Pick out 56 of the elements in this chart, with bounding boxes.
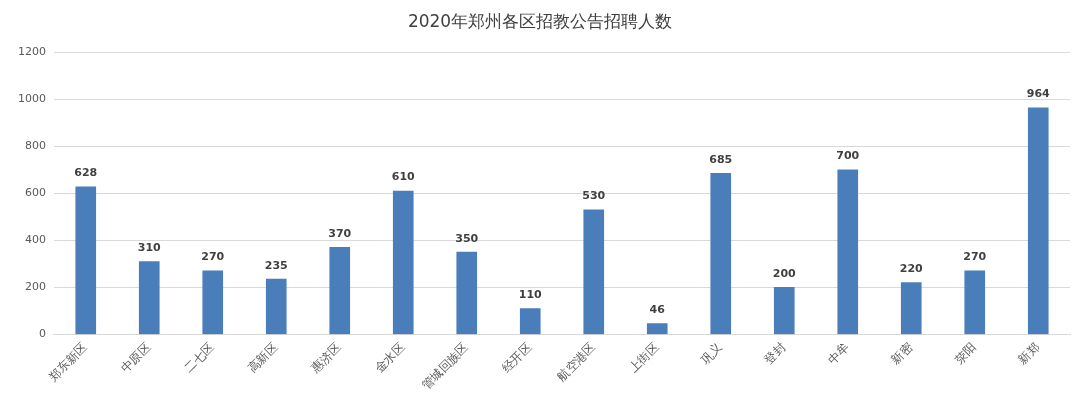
- bar: [1027, 107, 1049, 335]
- x-tick-label: 管城回族区: [418, 339, 472, 393]
- bar: [456, 251, 478, 335]
- data-label: 964: [1026, 87, 1051, 101]
- bar: [837, 169, 859, 335]
- data-label: 110: [518, 287, 543, 301]
- y-tick-label: 200: [24, 280, 46, 294]
- x-tick-label: 惠济区: [308, 339, 345, 376]
- bar: [900, 282, 922, 335]
- x-tick-label: 郑东新区: [46, 339, 91, 384]
- bar: [646, 323, 668, 335]
- data-label: 628: [74, 166, 98, 180]
- data-label: 350: [455, 231, 479, 245]
- data-label: 685: [709, 152, 733, 166]
- data-label: 235: [264, 258, 288, 272]
- y-tick-label: 800: [24, 139, 46, 153]
- data-label: 220: [899, 262, 924, 276]
- x-tick-label: 新密: [888, 339, 916, 367]
- x-tick-label: 巩义: [698, 339, 726, 367]
- x-tick-label: 上街区: [626, 339, 662, 376]
- data-label: 270: [201, 250, 225, 264]
- chart-title: 2020年郑州各区招教公告招聘人数: [407, 10, 673, 31]
- data-label: 530: [582, 189, 606, 203]
- y-tick-label: 600: [24, 186, 46, 200]
- bar: [329, 247, 351, 335]
- bar: [392, 190, 414, 335]
- y-tick-label: 1200: [17, 45, 46, 59]
- y-tick-label: 400: [24, 233, 46, 247]
- data-label: 370: [328, 226, 352, 240]
- x-tick-label: 高新区: [245, 339, 281, 376]
- y-tick-label: 1000: [17, 92, 46, 106]
- x-tick-label: 新郑: [1015, 339, 1043, 367]
- data-label: 610: [391, 170, 416, 184]
- bar: [138, 261, 160, 335]
- x-tick-label: 航空港区: [554, 339, 599, 384]
- bar: [202, 270, 224, 335]
- x-tick-label: 登封: [761, 339, 789, 367]
- x-tick-label: 经开区: [499, 339, 535, 376]
- data-label: 46: [649, 302, 666, 316]
- bar: [710, 173, 732, 335]
- data-label: 310: [137, 240, 162, 254]
- data-label: 200: [772, 266, 797, 280]
- x-tick-label: 金水区: [372, 339, 408, 376]
- data-label: 270: [963, 250, 987, 264]
- y-tick-label: 0: [38, 327, 46, 341]
- x-tick-label: 中原区: [118, 339, 154, 376]
- bar: [773, 287, 795, 335]
- x-tick-label: 荥阳: [952, 339, 980, 367]
- x-tick-label: 中牟: [825, 339, 853, 367]
- bar: [964, 270, 986, 335]
- bar: [583, 209, 605, 335]
- x-tick-label: 二七区: [181, 339, 218, 376]
- data-label: 700: [836, 149, 860, 163]
- bar: [75, 186, 97, 335]
- bar: [265, 278, 287, 335]
- bar: [519, 308, 541, 335]
